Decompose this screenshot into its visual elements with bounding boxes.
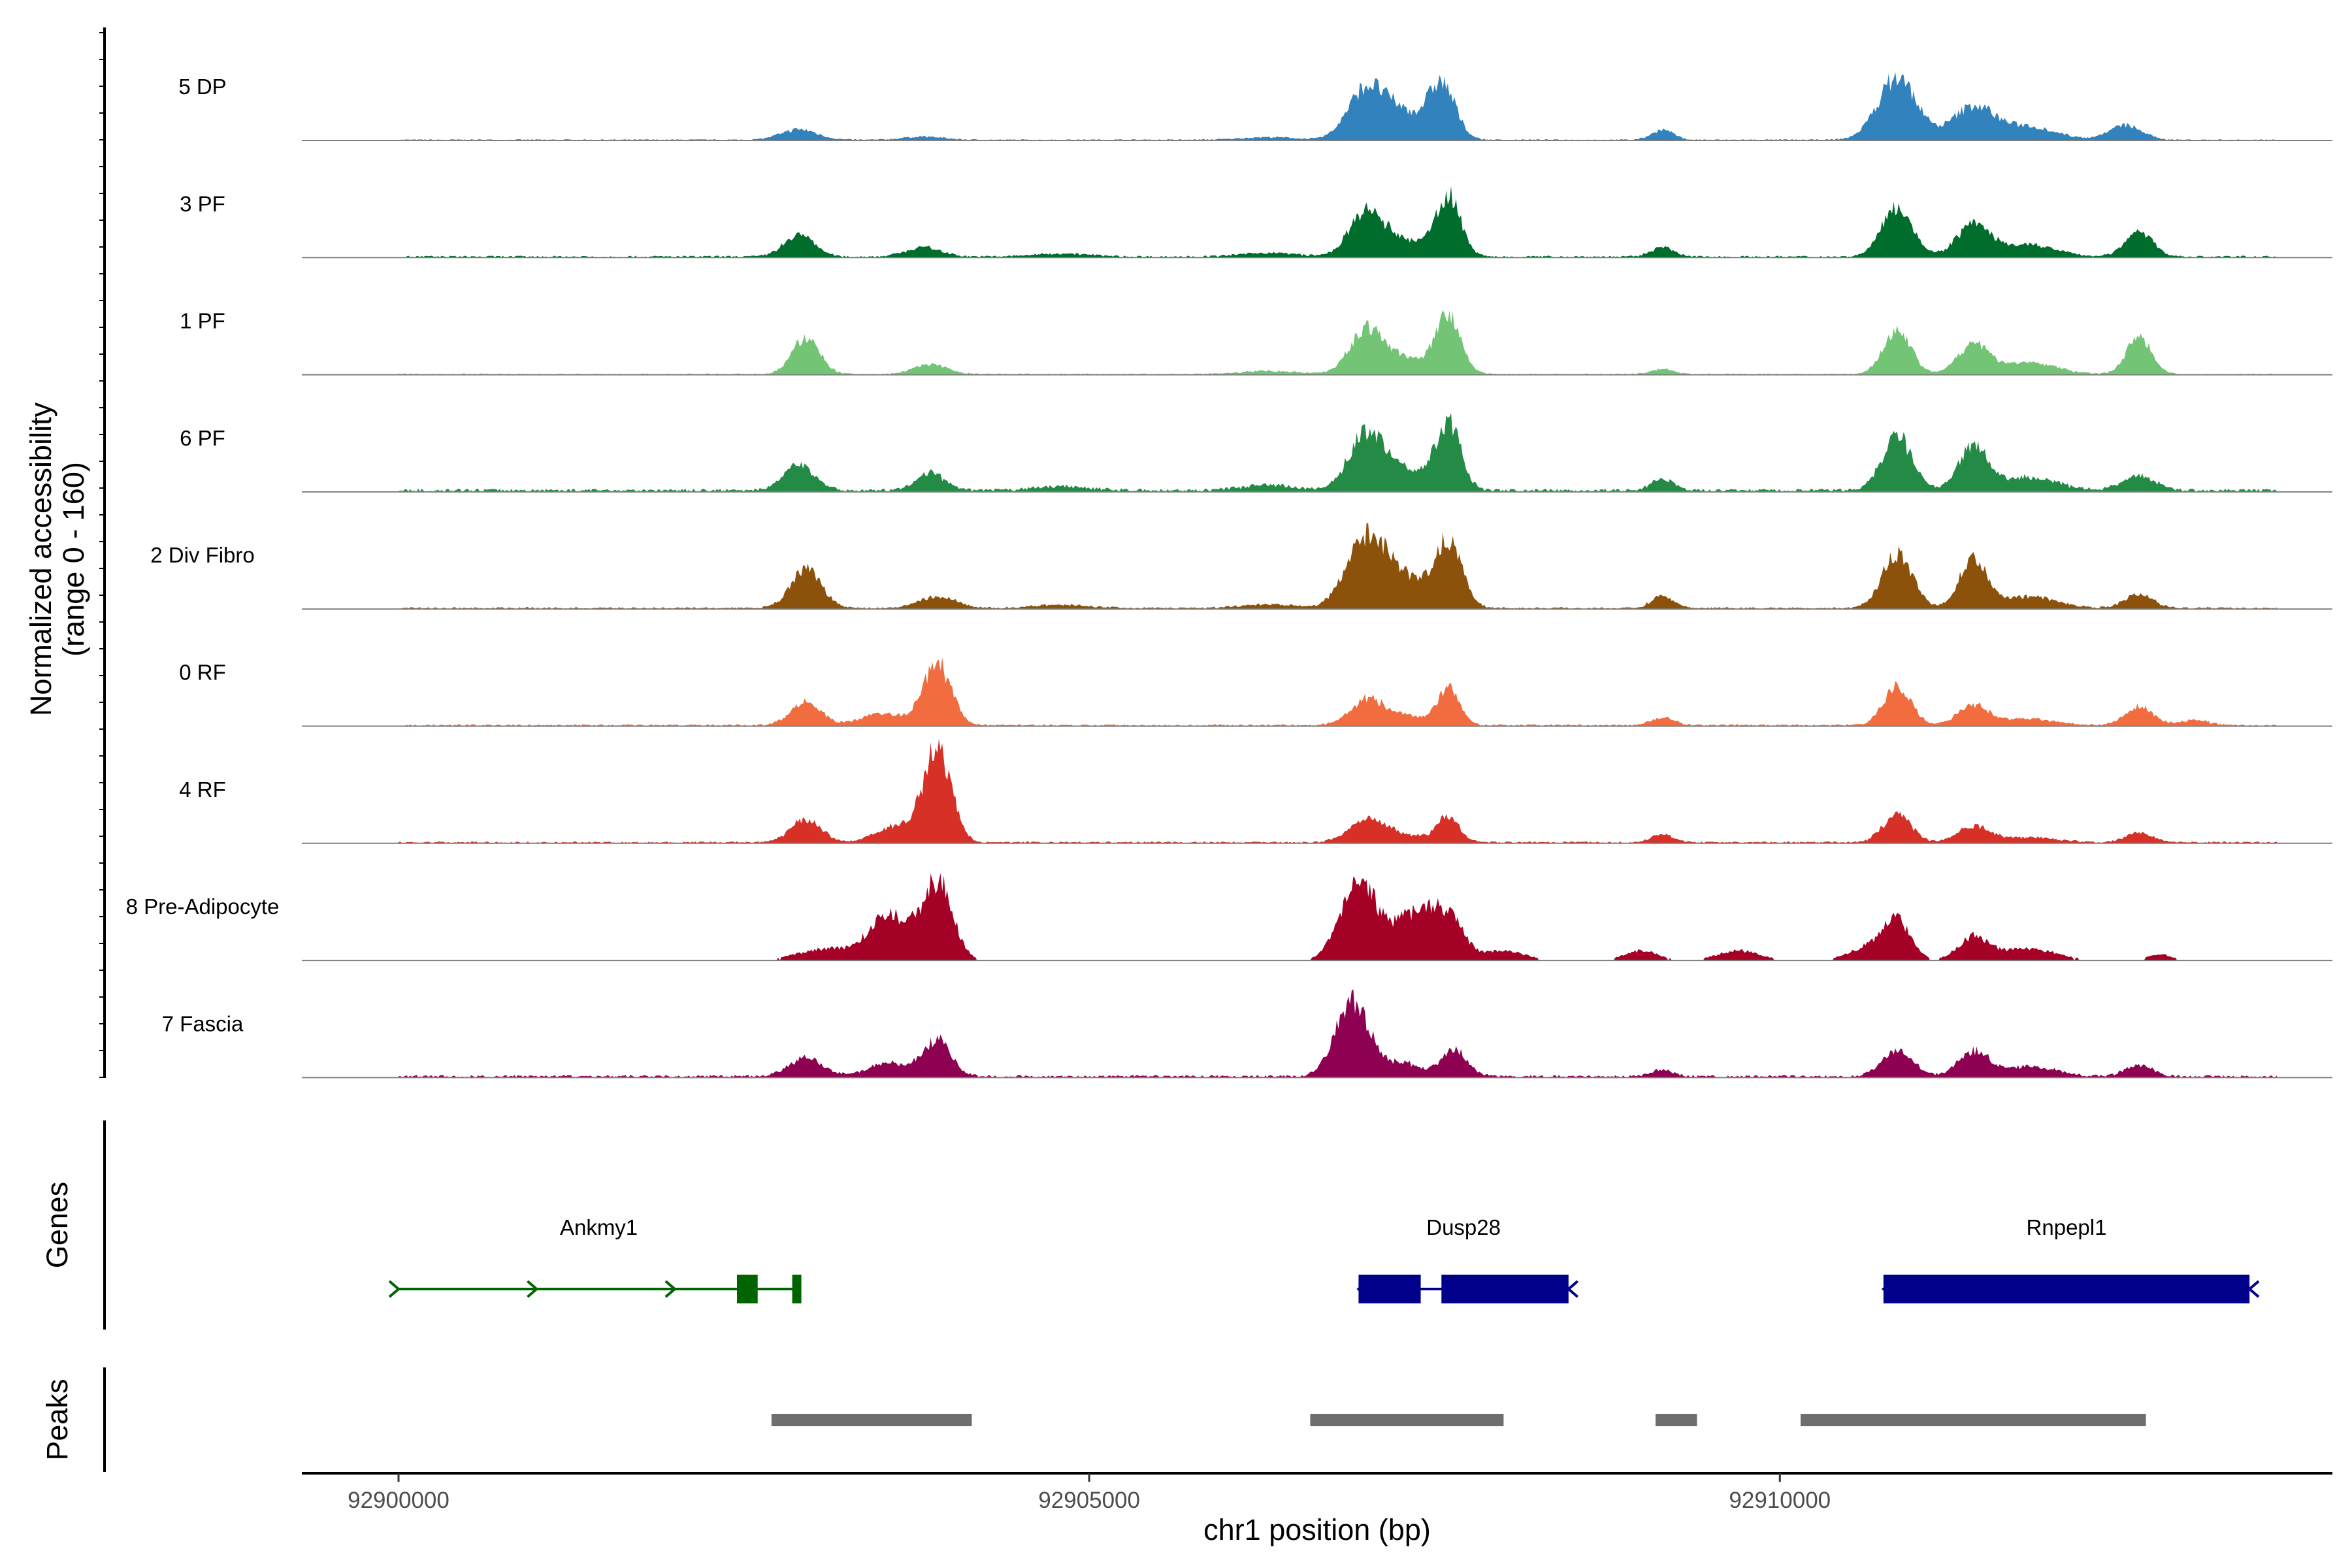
coverage-y-axis <box>99 27 106 1078</box>
track-8-pre-adipocyte: 8 Pre-Adipocyte <box>126 873 2332 962</box>
gene-label: Dusp28 <box>1426 1215 1501 1239</box>
gene-label: Ankmy1 <box>560 1215 638 1239</box>
strand-arrow <box>1566 1280 1579 1298</box>
coverage-area <box>399 310 2278 375</box>
peak-bar <box>1656 1414 1697 1426</box>
strand-arrow <box>664 1280 677 1298</box>
coverage-area <box>399 413 2278 492</box>
track-6-pf: 6 PF <box>180 413 2332 493</box>
track-1-pf: 1 PF <box>180 309 2332 376</box>
peak-bar <box>1310 1414 1504 1426</box>
strand-arrow <box>527 1280 539 1298</box>
track-label: 7 Fascia <box>162 1011 244 1036</box>
x-tick-label: 92910000 <box>1729 1488 1831 1513</box>
y-axis-range: (range 0 - 160) <box>57 462 90 657</box>
gene-exon <box>737 1275 758 1303</box>
peak-bar <box>771 1414 972 1426</box>
track-7-fascia: 7 Fascia <box>162 989 2332 1079</box>
gene-exon <box>1883 1275 2250 1303</box>
strand-arrow <box>2247 1280 2260 1298</box>
coverage-area <box>399 873 2278 961</box>
track-4-rf: 4 RF <box>179 738 2332 844</box>
track-label: 3 PF <box>180 191 225 216</box>
peaks-panel-title: Peaks <box>41 1379 74 1460</box>
track-2-div-fibro: 2 Div Fibro <box>150 523 2332 610</box>
track-0-rf: 0 RF <box>179 657 2332 727</box>
x-axis: 92900000 92905000 92910000 chr1 position (… <box>302 1472 2332 1546</box>
track-label: 6 PF <box>180 426 225 450</box>
track-label: 0 RF <box>179 661 226 685</box>
coverage-area <box>399 72 2278 140</box>
genes-panel-title: Genes <box>41 1182 74 1269</box>
coverage-area <box>399 738 2278 843</box>
x-axis-title: chr1 position (bp) <box>1203 1513 1431 1546</box>
x-tick-label: 92905000 <box>1038 1488 1140 1513</box>
track-3-pf: 3 PF <box>180 186 2332 259</box>
coverage-area <box>399 523 2278 610</box>
track-label: 4 RF <box>179 777 226 802</box>
strand-arrow <box>388 1280 401 1298</box>
coverage-area <box>399 186 2278 258</box>
coverage-area <box>399 657 2278 727</box>
peak-bar <box>1801 1414 2146 1426</box>
gene-dusp28: Dusp28 <box>1356 1215 1579 1303</box>
gene-ankmy1: Ankmy1 <box>388 1215 802 1303</box>
gene-exon <box>792 1275 802 1303</box>
gene-rnpepl1: Rnpepl1 <box>1881 1215 2260 1303</box>
coverage-tracks: 5 DP 3 PF 1 PF 6 PF 2 Div Fibro 0 RF 4 RF 8 Pre… <box>126 72 2332 1079</box>
track-label: 8 Pre-Adipocyte <box>126 894 280 919</box>
gene-label: Rnpepl1 <box>2027 1215 2107 1239</box>
genes-panel: Genes Ankmy1 Dusp28 Rnpepl1 <box>41 1120 2260 1330</box>
track-label: 2 Div Fibro <box>150 543 255 567</box>
y-axis-title: Normalized accessibility <box>24 402 57 716</box>
gene-exon <box>1358 1275 1421 1303</box>
track-label: 1 PF <box>180 309 225 333</box>
track-label: 5 DP <box>178 74 226 99</box>
peaks-panel: Peaks <box>41 1367 2146 1472</box>
track-5-dp: 5 DP <box>178 72 2332 141</box>
gene-exon <box>1441 1275 1569 1303</box>
coverage-area <box>399 989 2278 1078</box>
x-tick-label: 92900000 <box>348 1488 449 1513</box>
